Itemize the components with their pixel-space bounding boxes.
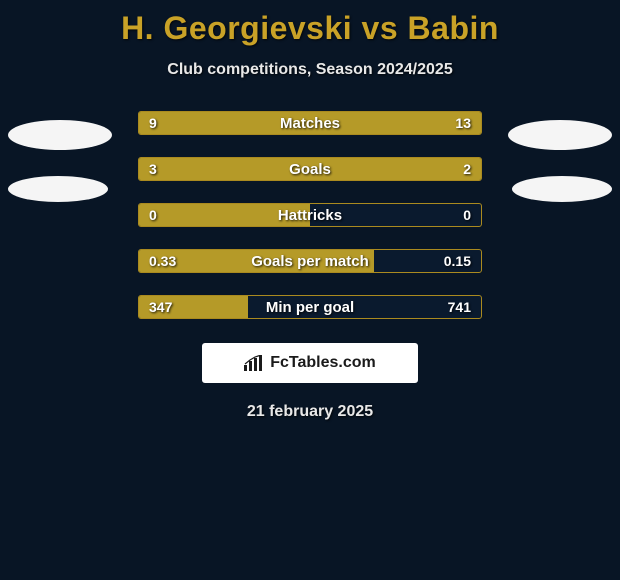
bar-left [139, 204, 310, 226]
team-logo-placeholder [8, 120, 112, 150]
bar-right [279, 112, 481, 134]
bar-right [344, 158, 481, 180]
stat-row: 32Goals [138, 157, 482, 181]
attribution-badge: FcTables.com [202, 343, 418, 383]
team-logo-placeholder [508, 120, 612, 150]
page-title: H. Georgievski vs Babin [0, 0, 620, 47]
stat-row: 00Hattricks [138, 203, 482, 227]
bar-left [139, 296, 248, 318]
bar-left [139, 158, 344, 180]
chart-icon [244, 355, 264, 371]
stat-row: 0.330.15Goals per match [138, 249, 482, 273]
stat-value-right: 0.15 [444, 250, 471, 272]
bar-left [139, 112, 279, 134]
comparison-chart: 913Matches 32Goals 00Hattricks 0.330.15Goal… [138, 111, 482, 319]
attribution-text: FcTables.com [270, 354, 376, 372]
subtitle: Club competitions, Season 2024/2025 [0, 61, 620, 79]
date-label: 21 february 2025 [0, 403, 620, 421]
team-logo-placeholder [512, 176, 612, 202]
stat-row: 913Matches [138, 111, 482, 135]
bar-left [139, 250, 374, 272]
stat-value-right: 741 [448, 296, 471, 318]
stat-value-right: 0 [463, 204, 471, 226]
stat-row: 347741Min per goal [138, 295, 482, 319]
team-logo-placeholder [8, 176, 108, 202]
